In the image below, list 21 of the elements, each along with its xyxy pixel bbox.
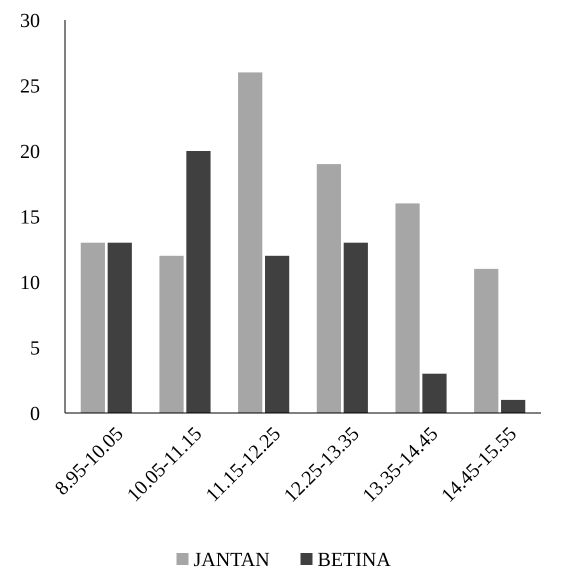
legend-label: BETINA (318, 549, 392, 571)
bar (501, 400, 526, 413)
y-tick-label: 30 (20, 10, 40, 32)
bar (265, 256, 290, 413)
bar (238, 72, 262, 413)
y-tick-label: 20 (20, 141, 40, 163)
bar (186, 151, 211, 413)
y-tick-label: 10 (20, 272, 40, 294)
bar (108, 242, 132, 413)
bar (395, 203, 420, 413)
bar (80, 242, 105, 413)
bar (316, 164, 341, 413)
y-tick-label: 25 (20, 76, 40, 98)
bar (422, 374, 447, 413)
bar (474, 268, 498, 413)
y-tick-label: 5 (30, 338, 40, 360)
y-tick-label: 15 (20, 206, 40, 228)
legend-label: JANTAN (194, 549, 270, 571)
bar (344, 242, 368, 413)
y-tick-label: 0 (30, 403, 40, 425)
bar (159, 256, 184, 413)
